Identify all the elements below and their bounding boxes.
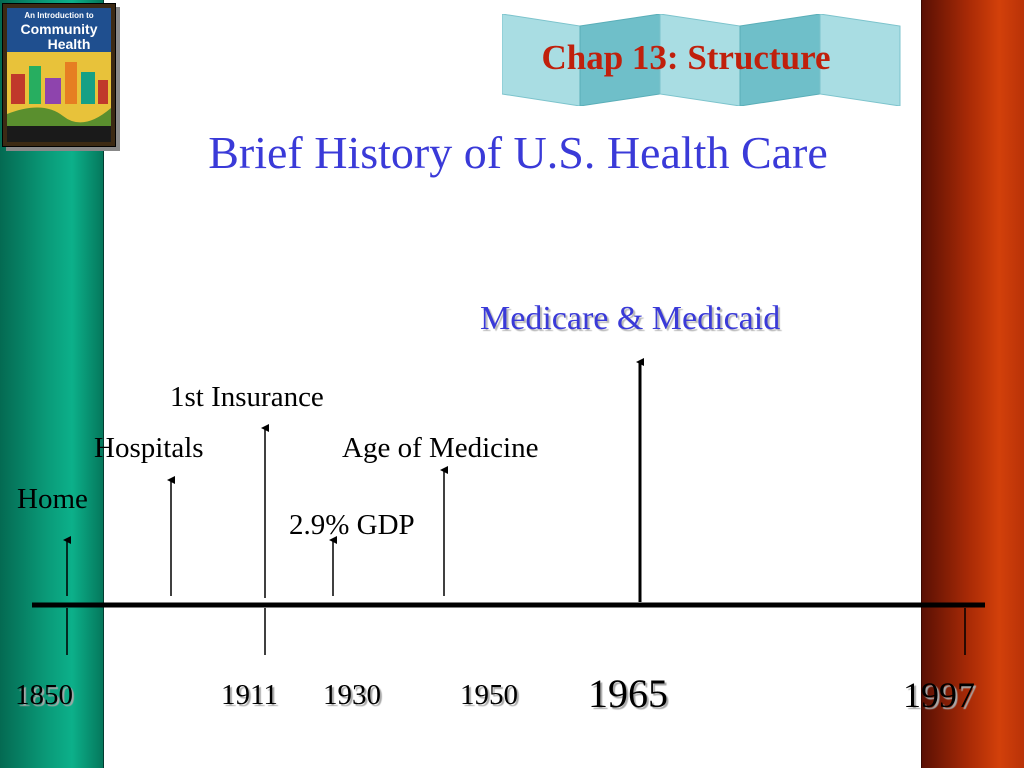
- event-label-medicare-medicaid: Medicare & Medicaid: [480, 300, 781, 337]
- event-label-1st-insurance: 1st Insurance: [170, 381, 324, 413]
- year-label-1930: 1930: [323, 679, 381, 711]
- right-sidebar-bar: [921, 0, 1024, 768]
- event-label-gdp: 2.9% GDP: [289, 509, 415, 541]
- header-ribbon: [502, 14, 901, 106]
- year-label-1950: 1950: [460, 679, 518, 711]
- year-label-1850: 1850: [15, 679, 73, 711]
- chapter-label: Chap 13: Structure: [541, 38, 831, 77]
- book-title-line1: An Introduction to: [24, 11, 93, 20]
- slide-title: Brief History of U.S. Health Care: [208, 127, 828, 178]
- book-title-line2: Community: [21, 21, 98, 37]
- event-label-hospitals: Hospitals: [94, 432, 204, 464]
- event-label-age-of-medicine: Age of Medicine: [342, 432, 539, 464]
- year-label-1965: 1965: [588, 671, 668, 716]
- event-label-home: Home: [17, 483, 88, 515]
- year-label-1997: 1997: [903, 675, 975, 715]
- book-cover-image: An Introduction to Community Health: [2, 3, 116, 147]
- book-title-line3: Health: [48, 36, 91, 52]
- year-label-1911: 1911: [221, 679, 278, 711]
